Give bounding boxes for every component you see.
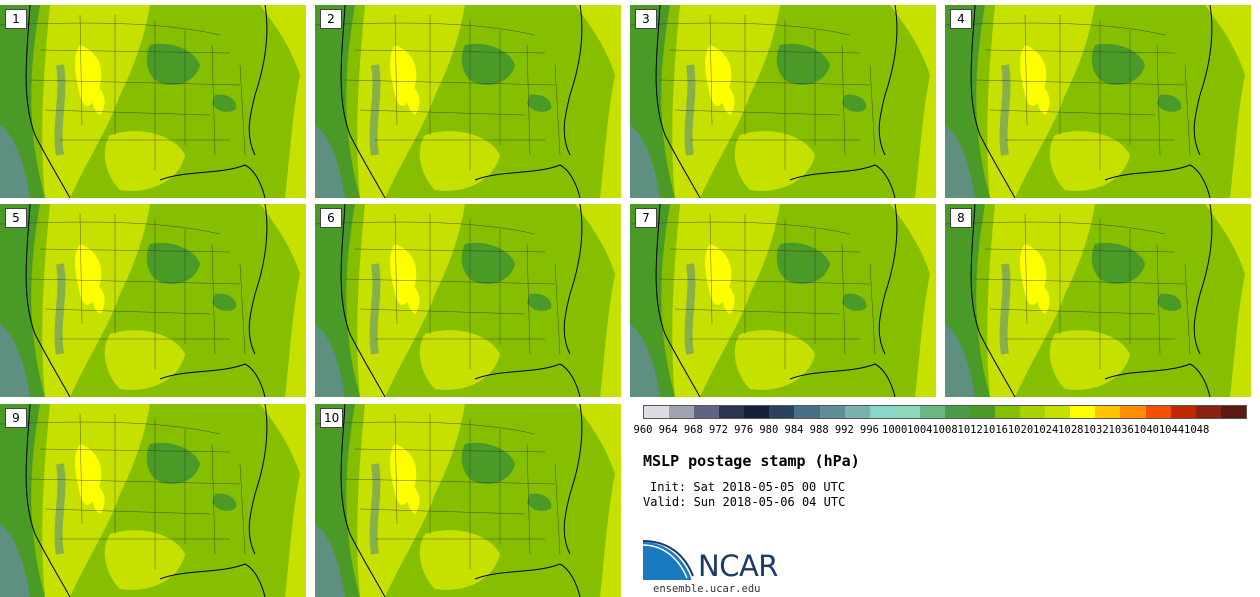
colorbar-tick-label: 1000 <box>882 424 908 436</box>
member-label: 9 <box>5 408 27 428</box>
mslp-map <box>945 5 1251 198</box>
member-label: 8 <box>950 208 972 228</box>
mslp-map <box>630 204 936 397</box>
colorbar-tick-label: 1048 <box>1184 424 1210 436</box>
colorbar-tick-label: 984 <box>784 424 804 436</box>
colorbar-swatch <box>819 406 845 418</box>
colorbar-tick-label: 960 <box>633 424 653 436</box>
ensemble-member-panel: 8 <box>945 204 1251 397</box>
colorbar-tick-label: 972 <box>709 424 728 436</box>
colorbar-tick-label: 968 <box>683 424 703 436</box>
colorbar-tick-label: 1024 <box>1033 424 1059 436</box>
colorbar-swatch <box>1095 406 1121 418</box>
mslp-map <box>0 204 306 397</box>
colorbar-swatch <box>1020 406 1046 418</box>
colorbar-tick-label: 988 <box>809 424 829 436</box>
colorbar-swatch <box>669 406 695 418</box>
colorbar-swatch <box>1145 406 1171 418</box>
ensemble-member-panel: 10 <box>315 404 621 597</box>
ensemble-member-panel: 1 <box>0 5 306 198</box>
valid-time: Valid: Sun 2018-05-06 04 UTC <box>643 495 846 509</box>
colorbar-tick-label: 1008 <box>932 424 958 436</box>
colorbar-swatch <box>869 406 895 418</box>
colorbar-swatch <box>769 406 795 418</box>
colorbar-swatch <box>995 406 1021 418</box>
ensemble-member-panel: 4 <box>945 5 1251 198</box>
colorbar-tick-label: 980 <box>759 424 779 436</box>
colorbar-tick-label: 1028 <box>1058 424 1084 436</box>
mslp-map <box>0 5 306 198</box>
mslp-map <box>315 5 621 198</box>
colorbar-swatch <box>1220 406 1246 418</box>
colorbar-swatch <box>970 406 996 418</box>
member-label: 4 <box>950 9 972 29</box>
colorbar-swatch <box>944 406 971 418</box>
init-time: Init: Sat 2018-05-05 00 UTC <box>650 480 846 494</box>
member-label: 3 <box>635 9 657 29</box>
colorbar-swatch <box>1070 406 1096 418</box>
member-label: 1 <box>5 9 27 29</box>
colorbar-swatch <box>1045 406 1071 418</box>
ncar-logo-icon <box>643 540 694 580</box>
colorbar-swatch <box>644 406 670 418</box>
colorbar-tick-label: 1036 <box>1108 424 1134 436</box>
colorbar-tick-label: 964 <box>658 424 678 436</box>
colorbar-tick-label: 992 <box>834 424 854 436</box>
member-label: 7 <box>635 208 657 228</box>
mslp-map <box>945 204 1251 397</box>
ncar-logo-text: NCAR <box>698 549 778 583</box>
ensemble-member-panel: 2 <box>315 5 621 198</box>
ensemble-member-panel: 6 <box>315 204 621 397</box>
colorbar-swatch <box>744 406 770 418</box>
colorbar-tick-label: 1020 <box>1007 424 1034 436</box>
colorbar-tick-label: 1012 <box>957 424 983 436</box>
footer-url: ensemble.ucar.edu <box>653 583 761 595</box>
colorbar-tick-label: 1016 <box>982 424 1008 436</box>
colorbar-tick-label: 1040 <box>1133 424 1159 436</box>
mslp-map <box>630 5 936 198</box>
member-label: 5 <box>5 208 27 228</box>
colorbar-tick-label: 1044 <box>1158 424 1185 436</box>
ensemble-member-panel: 7 <box>630 204 936 397</box>
colorbar-swatch <box>919 406 945 418</box>
colorbar-swatch <box>694 406 720 418</box>
colorbar-tick-label: 996 <box>860 424 879 436</box>
colorbar <box>643 405 1247 419</box>
figure-title: MSLP postage stamp (hPa) <box>643 452 860 470</box>
colorbar-swatch <box>1120 406 1146 418</box>
colorbar-swatch <box>1170 406 1196 418</box>
mslp-map <box>0 404 306 597</box>
ensemble-member-panel: 5 <box>0 204 306 397</box>
colorbar-swatch <box>1195 406 1221 418</box>
colorbar-tick-label: 1032 <box>1083 424 1109 436</box>
ensemble-member-panel: 3 <box>630 5 936 198</box>
ensemble-member-panel: 9 <box>0 404 306 597</box>
colorbar-ticks: 960 964 968 972 976 980 984 988 992 996 1000 1004 10… <box>630 424 1260 438</box>
colorbar-swatch <box>719 406 745 418</box>
mslp-map <box>315 204 621 397</box>
colorbar-tick-label: 1004 <box>907 424 933 436</box>
member-label: 2 <box>320 9 342 29</box>
colorbar-swatch <box>794 406 820 418</box>
colorbar-tick-label: 976 <box>734 424 754 436</box>
member-label: 10 <box>320 408 344 428</box>
colorbar-swatch <box>894 406 920 418</box>
mslp-map <box>315 404 621 597</box>
member-label: 6 <box>320 208 342 228</box>
colorbar-swatch <box>844 406 870 418</box>
